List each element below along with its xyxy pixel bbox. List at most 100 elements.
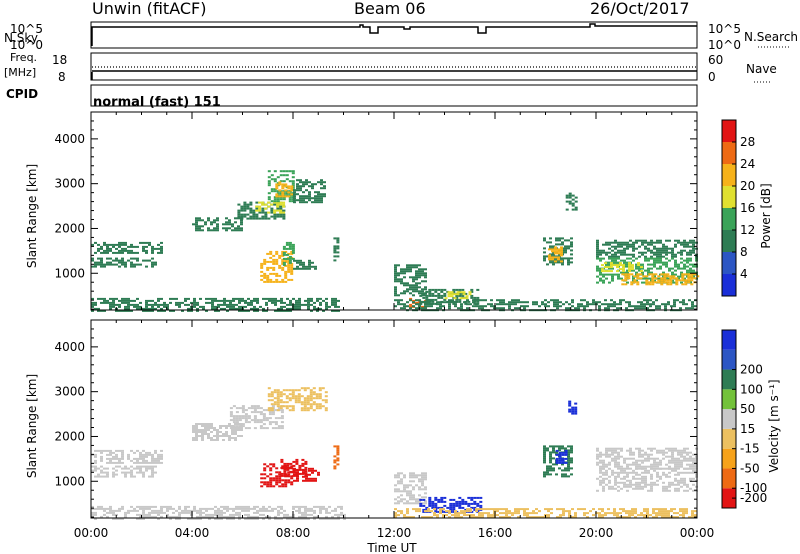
velocity-panel-cell xyxy=(430,516,433,519)
velocity-panel-cell xyxy=(476,496,480,499)
velocity-panel-cell xyxy=(692,469,695,472)
power-panel-cell xyxy=(208,297,211,300)
velocity-panel-cell xyxy=(226,509,229,512)
power-panel-cell xyxy=(272,268,276,271)
velocity-panel-cell xyxy=(412,498,415,501)
velocity-panel-cell xyxy=(142,471,145,474)
velocity-panel-cell xyxy=(220,509,223,512)
velocity-panel-cell xyxy=(235,415,239,418)
velocity-panel-cell xyxy=(671,453,674,456)
power-panel-cell xyxy=(616,264,619,267)
power-panel-cell xyxy=(629,245,632,248)
velocity-panel-cell xyxy=(608,487,611,490)
power-panel-cell xyxy=(258,205,262,208)
velocity-panel-cell xyxy=(620,467,623,470)
power-panel-cell xyxy=(653,261,656,264)
velocity-panel-cell xyxy=(241,425,245,428)
velocity-panel-cell xyxy=(297,395,301,398)
power-panel-cell xyxy=(394,294,397,297)
velocity-panel-cell xyxy=(148,475,151,478)
power-panel-cell xyxy=(641,281,644,284)
power-panel-cell xyxy=(252,209,256,212)
power-panel-cell xyxy=(284,195,288,198)
velocity-panel-cell xyxy=(202,511,205,514)
power-panel-cell xyxy=(172,309,175,312)
velocity-panel-cell xyxy=(472,514,475,517)
power-panel-cell xyxy=(317,201,320,204)
power-panel-cell xyxy=(623,247,626,250)
power-panel-cell xyxy=(632,277,635,280)
velocity-panel-cell xyxy=(234,429,237,431)
power-panel-cell xyxy=(222,227,225,230)
power-panel-cell xyxy=(328,305,331,308)
power-panel-cell xyxy=(683,249,686,252)
velocity-panel-cell xyxy=(318,397,322,400)
power-panel-cell xyxy=(461,288,465,291)
power-panel-cell xyxy=(649,305,652,308)
power-panel-cell xyxy=(103,309,106,312)
velocity-panel-cell xyxy=(650,467,653,470)
velocity-panel-cell xyxy=(266,465,270,468)
velocity-panel-cell xyxy=(280,458,284,461)
power-panel-cell xyxy=(225,223,228,226)
power-panel-cell xyxy=(638,239,641,242)
power-panel-cell xyxy=(243,215,247,218)
power-panel-cell xyxy=(288,247,292,250)
velocity-panel-cell xyxy=(192,427,195,429)
power-panel-cell xyxy=(610,266,613,269)
velocity-panel-cell xyxy=(318,393,322,396)
velocity-panel-cell xyxy=(321,399,325,402)
power-panel-cell xyxy=(586,305,589,308)
velocity-panel-cell xyxy=(184,509,187,512)
velocity-panel-cell xyxy=(277,407,281,410)
velocity-panel-cell xyxy=(611,453,614,456)
power-panel-cell xyxy=(109,249,112,252)
velocity-panel-cell xyxy=(160,505,163,508)
velocity-panel-cell xyxy=(677,467,680,470)
velocity-panel-cell xyxy=(561,451,565,454)
velocity-panel-cell xyxy=(692,461,695,464)
velocity-panel-cell xyxy=(256,517,259,520)
velocity-panel-cell xyxy=(689,467,692,470)
power-panel-cell xyxy=(409,307,412,310)
velocity-panel-cell xyxy=(196,511,199,514)
velocity-panel-cell xyxy=(267,387,271,390)
velocity-panel-cell xyxy=(653,483,656,486)
velocity-panel-cell xyxy=(172,507,175,510)
power-panel-cell xyxy=(115,303,118,306)
velocity-panel-cell xyxy=(580,508,583,511)
power-panel-cell xyxy=(205,297,208,300)
velocity-panel-cell xyxy=(333,455,337,458)
velocity-panel-cell xyxy=(271,427,275,430)
power-panel-cell xyxy=(655,299,658,302)
power-panel-cell xyxy=(151,261,154,264)
power-panel-cell xyxy=(596,251,599,254)
velocity-panel-cell xyxy=(288,389,292,392)
power-panel-cell xyxy=(136,303,139,306)
velocity-panel-cell xyxy=(169,515,172,518)
power-panel-cell xyxy=(237,211,241,214)
velocity-panel-cell xyxy=(643,516,646,519)
velocity-panel-cell xyxy=(688,516,691,519)
velocity-panel-cell xyxy=(112,455,115,458)
velocity-panel-cell xyxy=(244,517,247,520)
velocity-panel-cell xyxy=(427,508,430,511)
velocity-panel-cell xyxy=(308,479,311,482)
velocity-panel-cell xyxy=(310,509,313,512)
power-panel-cell xyxy=(666,279,670,282)
power-panel-cell xyxy=(653,257,656,260)
velocity-panel-cell xyxy=(270,403,274,406)
velocity-panel-cell xyxy=(130,459,133,462)
velocity-panel-cell xyxy=(97,505,100,508)
velocity-panel-cell xyxy=(292,460,296,463)
velocity-panel-cell xyxy=(304,462,308,465)
power-panel-cell xyxy=(293,197,296,200)
power-panel-cell xyxy=(265,303,268,306)
power-panel-cell xyxy=(112,297,115,300)
power-panel-cell xyxy=(282,261,286,264)
velocity-panel-cell xyxy=(555,449,559,452)
velocity-panel-cell xyxy=(561,475,564,478)
velocity-panel-cell xyxy=(632,477,635,480)
power-panel-cell xyxy=(455,298,459,301)
velocity-panel-cell xyxy=(454,512,457,515)
